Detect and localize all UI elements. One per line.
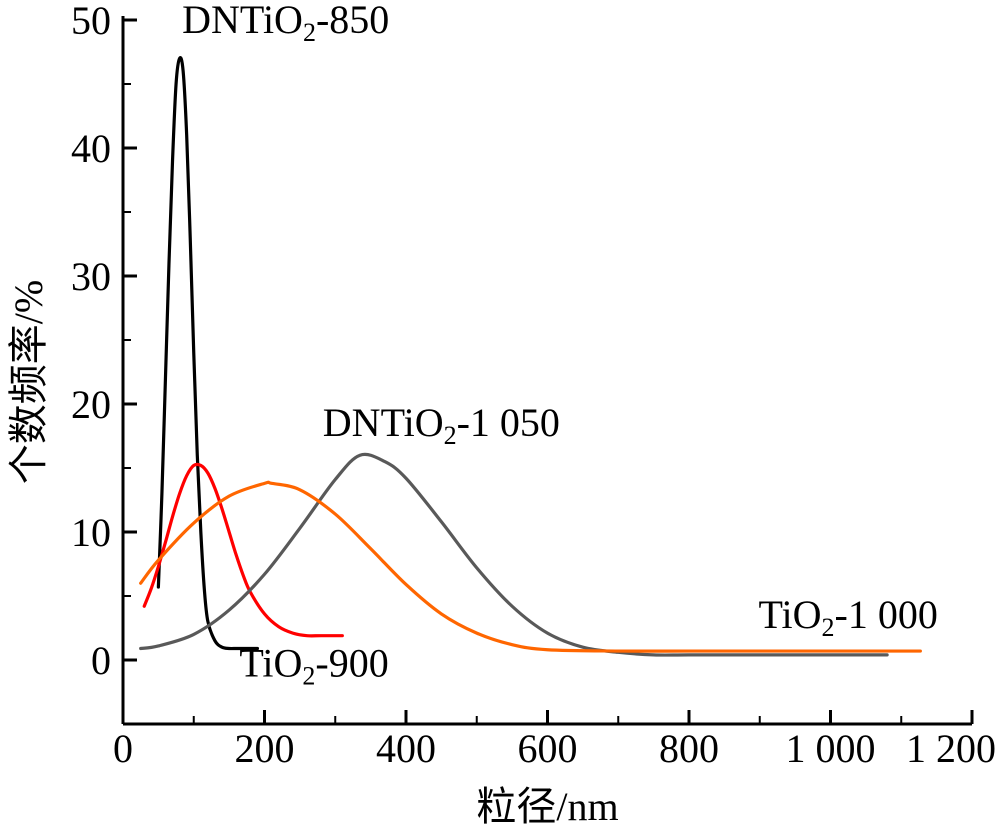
y-axis-title: 个数频率/%: [6, 280, 51, 484]
x-tick-label: 800: [659, 726, 719, 771]
y-tick-label: 0: [91, 638, 111, 683]
y-tick-label: 40: [71, 126, 111, 171]
y-ticks: 0 10 20 30 40 50: [71, 0, 137, 683]
x-axis-title: 粒径/nm: [476, 784, 618, 829]
series-labels: DNTiO2-850 TiO2-900 DNTiO2-1 050 TiO2-1 000: [182, 0, 938, 691]
x-tick-label: 400: [376, 726, 436, 771]
series-line-tio2-900: [142, 462, 344, 638]
series-lines: [139, 56, 922, 657]
x-tick-label: 600: [518, 726, 578, 771]
x-tick-label: 1 200: [906, 726, 996, 771]
series-label: TiO2-900: [239, 641, 388, 691]
y-tick-label: 50: [71, 0, 111, 43]
y-tick-label: 30: [71, 254, 111, 299]
series-label: DNTiO2-850: [182, 0, 389, 47]
series-label: TiO2-1 000: [759, 592, 938, 642]
series-line-dntio2-850: [156, 56, 260, 651]
x-tick-label: 0: [113, 726, 133, 771]
x-tick-label: 1 000: [786, 726, 876, 771]
y-tick-label: 20: [71, 382, 111, 427]
y-tick-label: 10: [71, 510, 111, 555]
series-line-tio2-1000: [139, 480, 922, 653]
series-line-dntio2-1050: [139, 452, 889, 657]
series-label: DNTiO2-1 050: [323, 400, 560, 450]
x-ticks: 0 200 400 600 800 1 000 1 200: [113, 710, 996, 771]
x-tick-label: 200: [235, 726, 295, 771]
